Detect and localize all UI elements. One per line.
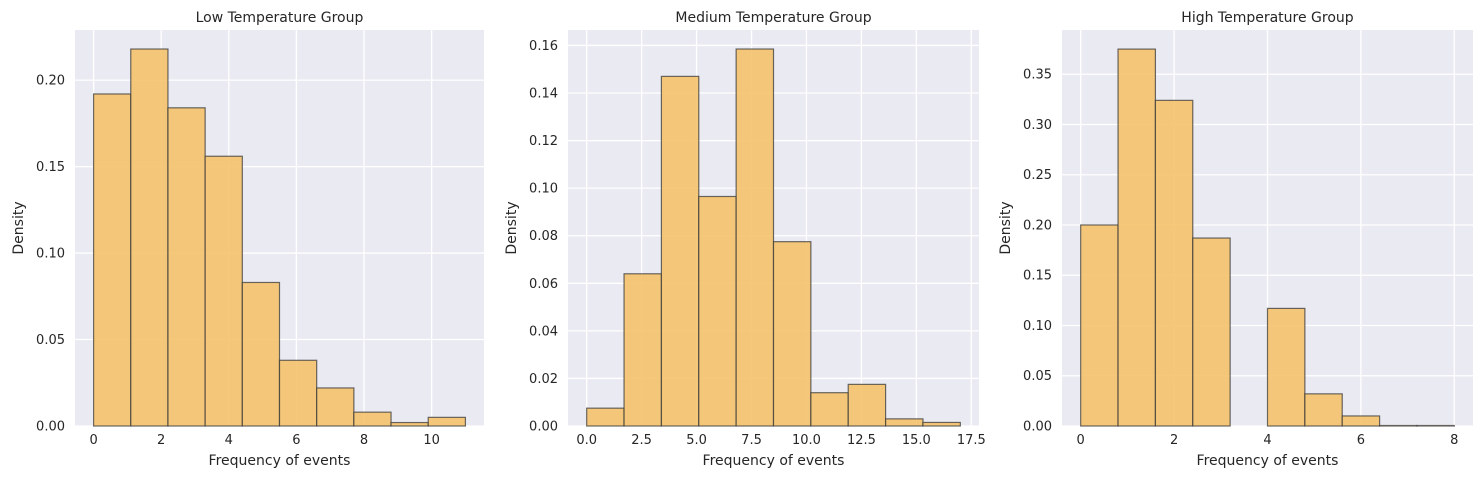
histogram-bar [316, 387, 355, 427]
y-tick-label: 0.06 [529, 277, 558, 292]
y-tick-label: 0.04 [529, 324, 558, 339]
subplot-2: 0.0 2.5 5.0 7.5 10.0 12.5 15.0 17.5 0.00 0.02 0.04… [504, 10, 986, 469]
x-tick-label: 0.0 [576, 433, 597, 448]
subplot-title: Medium Temperature Group [675, 10, 871, 26]
y-tick-label: 0.16 [529, 39, 558, 54]
histogram-bar [204, 155, 243, 427]
histogram-bar [1378, 424, 1418, 427]
y-tick-label: 0.10 [36, 247, 65, 262]
histogram-bar [586, 407, 625, 427]
y-tick-label: 0.10 [529, 182, 558, 197]
histogram-bar [922, 421, 961, 427]
y-tick-label: 0.35 [1023, 68, 1052, 83]
y-tick-label: 0.00 [529, 420, 558, 435]
subplot-title: Low Temperature Group [196, 10, 364, 26]
y-axis-label: Density [504, 201, 520, 254]
y-tick-label: 0.14 [529, 87, 558, 102]
x-axis-label: Frequency of events [209, 453, 351, 469]
histogram-bar [390, 421, 429, 427]
x-tick-label: 0 [89, 433, 97, 448]
histogram-bar [623, 273, 663, 427]
subplot-3: 0 2 4 6 8 0.00 0.05 0.10 0.15 0.20 0.25 0.30 0.35 Hig… [998, 10, 1473, 469]
histogram-bar [847, 383, 887, 427]
histogram-bar [427, 416, 467, 427]
x-tick-label: 6 [292, 433, 300, 448]
subplot-1: 0 2 4 6 8 10 0.00 0.05 0.10 0.15 0.20 Low Temperatu… [11, 10, 484, 469]
x-axis-label: Frequency of events [1197, 453, 1339, 469]
histogram-bar [353, 411, 392, 427]
y-tick-label: 0.25 [1023, 168, 1052, 183]
y-tick-label: 0.05 [36, 333, 65, 348]
x-tick-label: 4 [225, 433, 233, 448]
x-tick-label: 2.5 [631, 433, 652, 448]
histogram-bar [130, 48, 169, 427]
histogram-bar [698, 195, 737, 427]
y-tick-label: 0.08 [529, 229, 558, 244]
x-tick-label: 8 [360, 433, 368, 448]
histogram-bar [1266, 307, 1306, 427]
x-tick-label: 4 [1263, 433, 1271, 448]
y-tick-label: 0.00 [1023, 420, 1052, 435]
y-tick-label: 0.00 [36, 420, 65, 435]
x-tick-label: 6 [1357, 433, 1365, 448]
x-axis-label: Frequency of events [703, 453, 845, 469]
y-tick-label: 0.20 [36, 74, 65, 89]
y-tick-label: 0.05 [1023, 369, 1052, 384]
histogram-bar [884, 418, 924, 427]
y-tick-label: 0.10 [1023, 319, 1052, 334]
y-axis-label: Density [11, 201, 27, 254]
x-tick-label: 10 [423, 433, 440, 448]
x-tick-label: 10.0 [792, 433, 821, 448]
histogram-bar [810, 392, 849, 427]
x-tick-label: 7.5 [741, 433, 762, 448]
x-tick-label: 12.5 [847, 433, 876, 448]
y-axis-label: Density [998, 201, 1014, 254]
histogram-bar [1192, 237, 1231, 427]
histogram-bar [278, 359, 318, 427]
histogram-bar [735, 48, 775, 427]
histogram-bar [92, 93, 132, 427]
y-tick-label: 0.02 [529, 372, 558, 387]
x-tick-label: 2 [1170, 433, 1178, 448]
x-tick-label: 17.5 [957, 433, 986, 448]
x-tick-label: 15.0 [902, 433, 931, 448]
y-tick-label: 0.20 [1023, 218, 1052, 233]
histogram-bar [1341, 415, 1381, 427]
histogram-bar [1080, 224, 1119, 427]
histogram-bar [1304, 393, 1343, 427]
histogram-bar [1117, 48, 1157, 427]
histogram-bar [660, 75, 700, 427]
y-tick-label: 0.30 [1023, 118, 1052, 133]
y-tick-label: 0.15 [36, 160, 65, 175]
x-tick-label: 8 [1450, 433, 1458, 448]
x-tick-label: 0 [1077, 433, 1085, 448]
y-tick-label: 0.12 [529, 134, 558, 149]
histogram-bar [241, 281, 281, 427]
histogram-bar [772, 241, 812, 427]
y-tick-label: 0.15 [1023, 269, 1052, 284]
histogram-bar [167, 107, 206, 427]
histogram-bar [1416, 424, 1455, 427]
x-tick-label: 5.0 [686, 433, 707, 448]
histogram-bar [1154, 99, 1194, 427]
subplot-title: High Temperature Group [1181, 10, 1353, 26]
x-tick-label: 2 [157, 433, 165, 448]
